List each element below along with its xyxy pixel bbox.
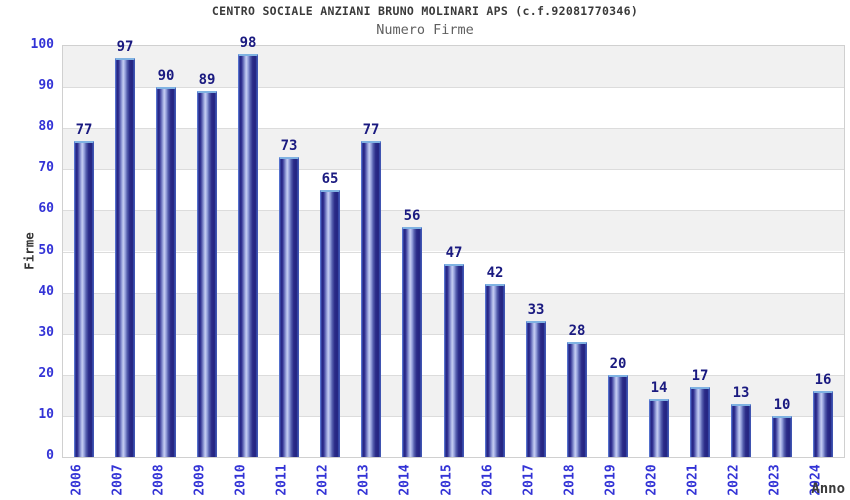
bar-2021 [690,387,710,457]
x-tick-label: 2010 [233,464,249,496]
x-tick-label: 2020 [644,464,660,496]
gridline [63,210,844,212]
x-tick-label: 2014 [397,464,413,496]
gridline [63,169,844,171]
plot-band [63,128,844,170]
gridline [63,87,844,89]
bar-2010 [238,54,258,457]
bar-value-label: 77 [75,122,93,138]
bar-value-label: 14 [650,380,668,396]
plot-area: 77 97 90 89 98 73 65 77 56 47 42 33 28 20 14 17 13 10 16 [62,36,845,458]
y-tick-label: 100 [30,37,54,52]
bar-2008 [156,87,176,457]
x-tick-label: 2011 [274,464,290,496]
gridline [63,251,844,253]
y-tick-label: 60 [38,201,54,217]
gridline [63,128,844,130]
bar-2007 [115,58,135,457]
bar-2013 [361,141,381,457]
bar-2022 [731,404,751,457]
x-axis-label: Anno [811,481,845,497]
x-tick-label: 2013 [356,464,372,496]
bar-2009 [197,91,217,457]
bar-2012 [320,190,340,457]
plot-band [63,169,844,211]
y-tick-label: 20 [38,365,54,381]
bar-value-label: 42 [486,265,504,281]
bar-2023 [772,416,792,457]
x-tick-label: 2006 [69,464,85,496]
bar-2006 [74,141,94,457]
bar-value-label: 90 [157,68,175,84]
bar-value-label: 89 [198,72,216,88]
chart-title: CENTRO SOCIALE ANZIANI BRUNO MOLINARI AP… [211,4,639,18]
bar-value-label: 77 [362,122,380,138]
y-tick-label: 80 [38,119,54,135]
y-tick-label: 40 [38,283,54,299]
y-tick-label: 70 [38,160,54,176]
x-tick-label: 2019 [603,464,619,496]
bar-2014 [402,227,422,457]
x-tick-label: 2017 [521,464,537,496]
bar-2020 [649,399,669,457]
bar-value-label: 56 [403,208,421,224]
bar-value-label: 17 [691,368,709,384]
bar-value-label: 28 [568,323,586,339]
plot-band [63,210,844,252]
bar-value-label: 10 [773,397,791,413]
bar-2019 [608,375,628,457]
x-tick-label: 2009 [192,464,208,496]
bar-value-label: 13 [732,385,750,401]
x-tick-label: 2012 [315,464,331,496]
bar-2016 [485,284,505,457]
x-tick-label: 2007 [110,464,126,496]
chart-subtitle: Numero Firme [376,22,474,38]
plot-band [63,46,844,88]
x-tick-label: 2015 [439,464,454,496]
x-tick-label: 2021 [685,464,701,496]
y-tick-label: 90 [38,78,54,94]
bar-value-label: 47 [445,245,463,261]
x-tick-label: 2022 [726,464,742,496]
x-tick-label: 2018 [562,464,578,496]
bar-2015 [444,264,464,457]
bar-value-label: 73 [280,138,298,154]
bar-value-label: 65 [321,171,339,187]
bar-value-label: 98 [239,35,257,51]
bar-2011 [279,157,299,457]
bar-value-label: 20 [609,356,627,372]
bar-2018 [567,342,587,457]
y-tick-label: 10 [38,406,54,422]
bar-value-label: 33 [527,302,545,318]
y-tick-label: 50 [38,242,54,258]
x-tick-label: 2016 [480,464,496,496]
x-tick-label: 2008 [151,464,167,496]
x-tick-label: 2023 [767,464,783,496]
bar-value-label: 97 [116,39,134,55]
bar-2017 [526,321,546,457]
plot-band [63,87,844,129]
bar-value-label: 16 [814,372,832,388]
y-tick-label: 0 [46,448,54,463]
bar-2024 [813,391,833,457]
y-tick-label: 30 [38,324,54,340]
